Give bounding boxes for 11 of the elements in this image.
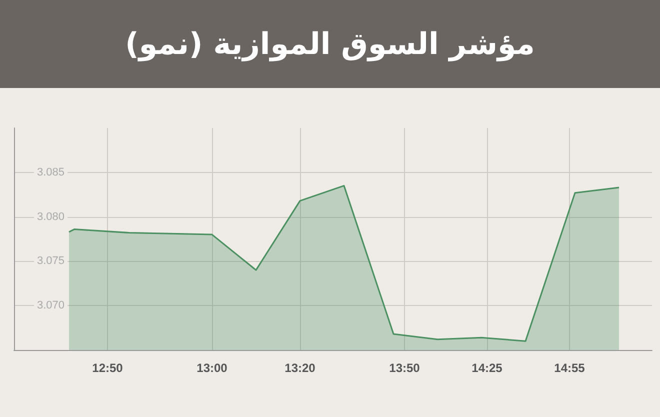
y-tick-label: 3.085 (37, 166, 65, 178)
y-tick-label: 3.070 (37, 300, 65, 312)
chart-title: مؤشر السوق الموازية (نمو) (0, 0, 660, 88)
x-tick-label: 13:50 (389, 361, 420, 375)
x-tick-label: 14:55 (554, 361, 586, 375)
x-tick-label: 13:00 (196, 361, 228, 375)
x-tick-label: 14:25 (472, 361, 503, 375)
x-tick-label: 13:20 (284, 361, 316, 375)
y-tick-label: 3.080 (37, 210, 65, 223)
y-tick-label: 3.075 (37, 255, 65, 268)
x-tick-label: 12:50 (92, 361, 124, 375)
